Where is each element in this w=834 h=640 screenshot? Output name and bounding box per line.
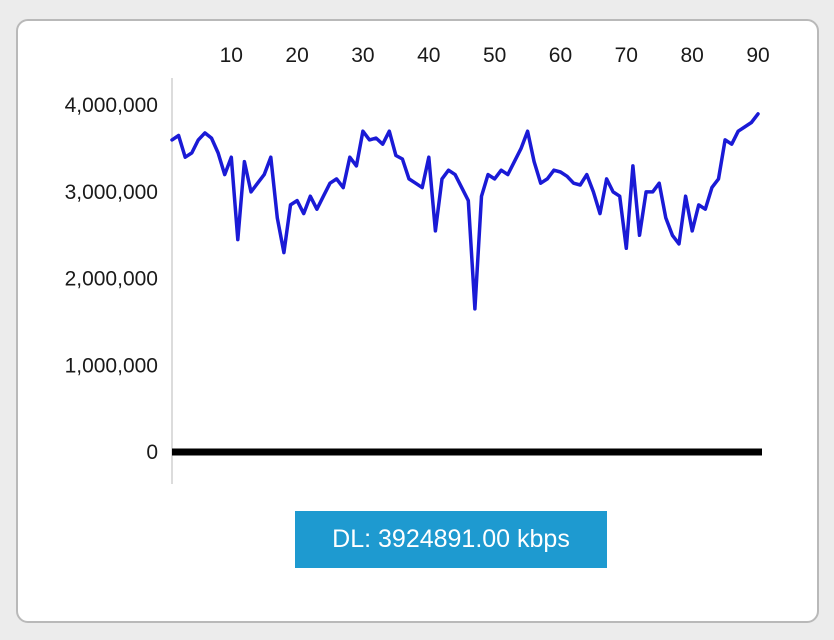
y-tick-label: 1,000,000 (65, 354, 158, 377)
y-tick-label: 3,000,000 (65, 181, 158, 204)
y-tick-label: 0 (146, 441, 158, 464)
x-tick-label: 40 (417, 44, 440, 67)
y-tick-label: 4,000,000 (65, 94, 158, 117)
x-tick-label: 10 (220, 44, 243, 67)
x-tick-label: 80 (680, 44, 703, 67)
x-tick-label: 90 (746, 44, 769, 67)
y-tick-labels: 0 1,000,000 2,000,000 3,000,000 4,000,000 (65, 94, 158, 464)
x-tick-label: 30 (351, 44, 374, 67)
download-speed-badge: DL: 3924891.00 kbps (295, 511, 607, 568)
x-tick-labels: 10 20 30 40 50 60 70 80 90 (220, 44, 770, 67)
y-tick-label: 2,000,000 (65, 268, 158, 291)
x-tick-label: 60 (549, 44, 572, 67)
speed-series-line (170, 112, 760, 311)
x-tick-label: 50 (483, 44, 506, 67)
x-tick-label: 70 (615, 44, 638, 67)
x-tick-label: 20 (285, 44, 308, 67)
